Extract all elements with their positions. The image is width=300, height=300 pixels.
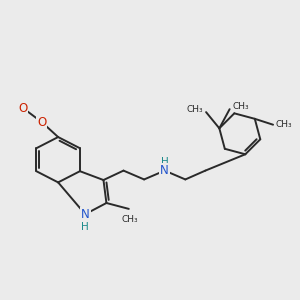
Text: N: N bbox=[81, 208, 90, 221]
Text: H: H bbox=[161, 158, 169, 167]
Text: H: H bbox=[81, 222, 88, 232]
Text: N: N bbox=[160, 164, 169, 177]
Text: O: O bbox=[37, 116, 46, 128]
Text: CH₃: CH₃ bbox=[122, 215, 139, 224]
Text: CH₃: CH₃ bbox=[187, 105, 203, 114]
Text: O: O bbox=[18, 102, 27, 115]
Text: CH₃: CH₃ bbox=[276, 120, 292, 129]
Text: CH₃: CH₃ bbox=[232, 102, 249, 111]
